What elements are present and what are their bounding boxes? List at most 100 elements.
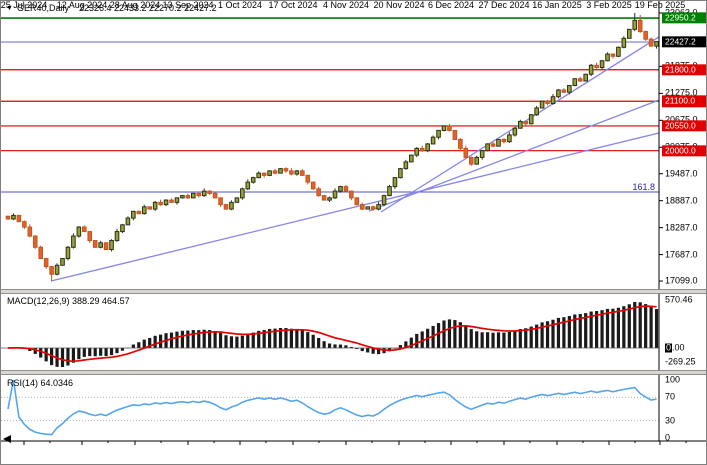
symbol-dropdown-icon[interactable]: ▼ (6, 4, 13, 12)
candle-body (572, 78, 578, 86)
macd-histogram-bar (436, 323, 441, 348)
price-axis-label: 17687.0 (665, 249, 698, 260)
macd-histogram-bar (93, 348, 97, 357)
macd-histogram-bar (507, 331, 511, 348)
candle-body (441, 125, 447, 131)
macd-histogram-bar (496, 332, 501, 348)
macd-histogram-bar (99, 348, 103, 356)
candle-body (468, 156, 474, 165)
candle-body (54, 264, 60, 275)
candle-body (267, 170, 272, 176)
trendline[interactable] (368, 99, 660, 212)
panel-separator-macd[interactable] (1, 289, 706, 294)
macd-histogram-bar (186, 330, 190, 348)
date-axis-label: 28 Aug 2024 (109, 0, 161, 10)
macd-histogram-bar (398, 345, 402, 348)
candle-body (343, 186, 349, 192)
candle-body (567, 84, 572, 93)
chart-title-bar: ▼ GER40,Daily 22326.4 22433.2 22270.2 22… (6, 3, 217, 13)
candle-body (196, 192, 202, 197)
candle-body (310, 181, 316, 190)
candle-body (16, 214, 22, 223)
macd-histogram-bar (71, 348, 75, 363)
candle-body (637, 19, 643, 33)
candle-body (321, 195, 327, 201)
macd-histogram-bar (224, 335, 228, 348)
macd-histogram-bar (251, 332, 255, 348)
candle-body (338, 186, 343, 192)
price-axis-label: 17099.0 (665, 275, 698, 286)
candle-body (212, 192, 218, 199)
panel-separator-rsi[interactable] (1, 370, 706, 375)
macd-histogram-bar (567, 315, 571, 348)
candle-body (458, 138, 463, 149)
date-axis-label: 17 Oct 2024 (268, 0, 318, 10)
candle-body (229, 201, 234, 210)
candle-body (103, 242, 109, 251)
macd-histogram-bar (317, 337, 321, 348)
macd-histogram-bar (202, 329, 206, 348)
macd-histogram-bar (513, 330, 517, 348)
candle-body (109, 240, 114, 251)
macd-histogram-bar (633, 302, 637, 348)
candle-body (125, 217, 131, 226)
candle-body (11, 214, 16, 220)
macd-histogram-bar (257, 330, 261, 348)
price-axis-label: 21275.0 (665, 87, 698, 98)
candle-body (71, 235, 76, 248)
macd-histogram-bar (605, 308, 610, 348)
macd-histogram-bar (595, 311, 599, 348)
macd-histogram-bar (442, 320, 446, 348)
macd-histogram-bar (268, 328, 272, 348)
price-axis-label: 18287.0 (665, 222, 698, 233)
candle-body (174, 197, 180, 203)
macd-histogram-bar (300, 330, 304, 348)
macd-histogram-bar (344, 345, 348, 348)
date-axis-label: 3 Feb 2025 (586, 0, 632, 10)
candle-body (120, 224, 125, 233)
rsi-axis-label: 30 (665, 415, 676, 426)
candle-body (180, 195, 185, 199)
candle-body (403, 161, 409, 170)
candle-body (49, 266, 54, 275)
candle-body (381, 195, 387, 206)
macd-histogram-bar (562, 317, 566, 348)
candle-body (365, 206, 370, 210)
macd-histogram-bar (431, 325, 435, 348)
macd-histogram-bar (82, 348, 86, 357)
rsi-line (7, 379, 657, 436)
candle-body (305, 174, 311, 183)
date-axis-label: 25 Jul 2024 (0, 0, 48, 10)
candle-body (300, 170, 305, 176)
macd-histogram-bar (638, 302, 642, 348)
candle-body (621, 37, 627, 48)
macd-histogram-bar (338, 344, 343, 348)
macd-histogram-bar (578, 314, 582, 348)
macd-axis-max: 570.46 (665, 294, 693, 305)
macd-histogram-bar (39, 348, 43, 358)
macd-histogram-bar (229, 336, 234, 348)
candle-body (332, 190, 338, 199)
chart-shift-marker-icon[interactable] (3, 435, 11, 443)
date-axis-label: 1 Oct 2024 (217, 0, 263, 10)
macd-histogram-bar (175, 331, 179, 348)
candle-body (218, 197, 223, 206)
trendline[interactable] (50, 132, 660, 282)
candle-body (22, 221, 27, 228)
macd-histogram-bar (529, 326, 533, 348)
macd-histogram-bar (104, 348, 108, 357)
macd-histogram-bar (535, 324, 539, 348)
candle-body (539, 100, 545, 109)
candle-body (359, 204, 365, 210)
candle-body (648, 38, 654, 47)
macd-histogram-bar (88, 348, 92, 357)
macd-histogram-bar (218, 332, 223, 348)
macd-histogram-bar (556, 317, 561, 348)
macd-histogram-bar (524, 328, 528, 348)
price-badge-current: 22427.2 (662, 35, 706, 48)
candle-body (98, 242, 103, 248)
candle-body (561, 89, 567, 93)
macd-histogram-bar (518, 329, 522, 348)
candle-body (588, 64, 594, 75)
